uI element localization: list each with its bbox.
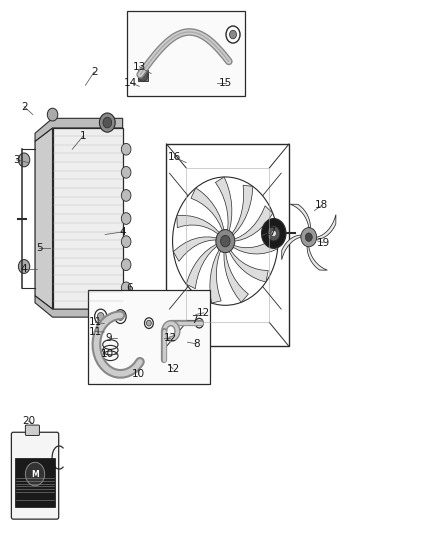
Text: 12: 12 <box>163 334 177 343</box>
Text: 11: 11 <box>89 318 102 327</box>
Circle shape <box>121 190 131 201</box>
Circle shape <box>146 320 152 326</box>
Text: M: M <box>31 470 39 479</box>
Bar <box>15 457 55 507</box>
Polygon shape <box>290 204 311 228</box>
FancyBboxPatch shape <box>11 432 59 519</box>
Circle shape <box>121 282 131 294</box>
Polygon shape <box>224 253 248 302</box>
Circle shape <box>121 259 131 271</box>
Text: 17: 17 <box>264 227 277 237</box>
Circle shape <box>47 108 58 121</box>
Polygon shape <box>307 247 327 270</box>
FancyBboxPatch shape <box>25 425 39 435</box>
Circle shape <box>121 213 131 224</box>
Text: 13: 13 <box>133 62 146 71</box>
Circle shape <box>221 236 230 247</box>
Circle shape <box>301 228 317 247</box>
Text: 10: 10 <box>131 369 145 379</box>
Bar <box>88 290 210 384</box>
Text: 4: 4 <box>119 227 126 237</box>
Circle shape <box>117 313 124 320</box>
Circle shape <box>271 230 276 237</box>
Circle shape <box>121 143 131 155</box>
Text: 20: 20 <box>22 416 35 426</box>
Text: 8: 8 <box>193 339 200 349</box>
Bar <box>166 144 289 346</box>
Polygon shape <box>233 238 278 254</box>
Polygon shape <box>215 177 232 231</box>
Bar <box>138 69 148 80</box>
Polygon shape <box>191 188 224 230</box>
Text: 18: 18 <box>315 200 328 210</box>
Text: 15: 15 <box>219 78 232 87</box>
Polygon shape <box>317 215 336 239</box>
Circle shape <box>197 320 201 326</box>
Text: 16: 16 <box>168 152 181 162</box>
Circle shape <box>216 230 235 253</box>
Text: 11: 11 <box>89 327 102 336</box>
Circle shape <box>103 117 112 128</box>
Polygon shape <box>53 128 123 309</box>
Polygon shape <box>186 245 217 289</box>
Circle shape <box>261 219 286 248</box>
Circle shape <box>97 312 104 321</box>
Polygon shape <box>210 250 221 303</box>
Polygon shape <box>229 251 268 282</box>
Circle shape <box>25 462 45 486</box>
Text: 9: 9 <box>105 334 112 343</box>
Text: 4: 4 <box>21 264 28 274</box>
Circle shape <box>138 70 148 82</box>
Bar <box>127 11 245 96</box>
Text: 12: 12 <box>197 308 210 318</box>
Polygon shape <box>235 206 273 241</box>
Circle shape <box>99 113 115 132</box>
Text: 10: 10 <box>101 350 114 359</box>
Polygon shape <box>35 296 123 317</box>
Text: 2: 2 <box>21 102 28 111</box>
Polygon shape <box>35 118 123 141</box>
Circle shape <box>305 233 312 241</box>
Circle shape <box>121 236 131 247</box>
Circle shape <box>18 260 30 273</box>
Text: 14: 14 <box>124 78 137 87</box>
Text: 19: 19 <box>317 238 330 247</box>
Circle shape <box>230 30 237 39</box>
Text: 3: 3 <box>13 155 20 165</box>
Text: 7: 7 <box>191 315 198 325</box>
Polygon shape <box>173 237 216 261</box>
Text: 5: 5 <box>36 243 43 253</box>
Polygon shape <box>282 235 301 260</box>
Text: 6: 6 <box>126 283 133 293</box>
Text: 12: 12 <box>166 364 180 374</box>
Polygon shape <box>35 128 53 309</box>
Circle shape <box>18 153 30 167</box>
Polygon shape <box>177 215 219 234</box>
Text: 2: 2 <box>91 67 98 77</box>
Circle shape <box>268 226 280 241</box>
Circle shape <box>121 166 131 178</box>
Polygon shape <box>232 185 253 235</box>
Text: 1: 1 <box>80 131 87 141</box>
